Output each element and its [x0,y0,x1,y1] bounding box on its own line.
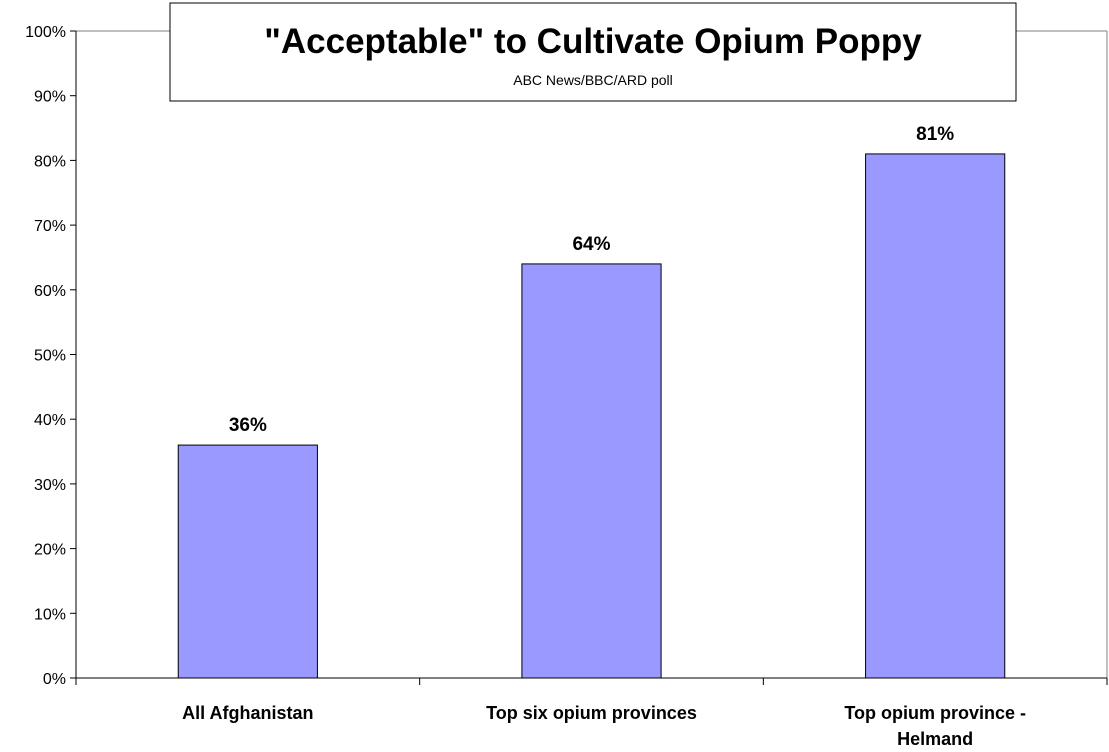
y-tick-label: 0% [43,671,66,688]
bar [177,444,318,679]
y-tick-label: 80% [34,153,66,170]
chart-subtitle: ABC News/BBC/ARD poll [513,72,673,88]
category-label-line: Top six opium provinces [486,703,697,723]
chart-title: "Acceptable" to Cultivate Opium Poppy [264,22,922,61]
y-axis: 0% 10% 20% 30% 40% 50% 60% 70% 80% 90% 100% [25,24,77,688]
data-label: 81% [916,124,954,145]
y-tick-label: 40% [34,412,66,429]
y-tick-label: 60% [34,283,66,300]
x-axis: All Afghanistan Top six opium provinces To… [75,677,1108,749]
category-label-line: Top opium province - [844,703,1026,723]
category-label: All Afghanistan [182,703,313,723]
y-tick-label: 20% [34,542,66,559]
bar [865,153,1006,679]
bars-layer: 36% 64% 81% [177,124,1006,679]
y-tick-label: 70% [34,218,66,235]
category-label: Top opium province - Helmand [844,703,1026,749]
data-label: 64% [572,234,610,255]
category-label: Top six opium provinces [486,703,697,723]
category-label-line: All Afghanistan [182,703,313,723]
data-label: 36% [229,415,267,436]
y-tick-label: 30% [34,477,66,494]
y-tick-label: 10% [34,606,66,623]
bar [521,263,662,679]
category-label-line: Helmand [897,729,973,749]
y-tick-label: 100% [25,24,66,41]
title-box: "Acceptable" to Cultivate Opium Poppy AB… [169,2,1017,102]
y-tick-label: 50% [34,348,66,365]
y-tick-label: 90% [34,89,66,106]
